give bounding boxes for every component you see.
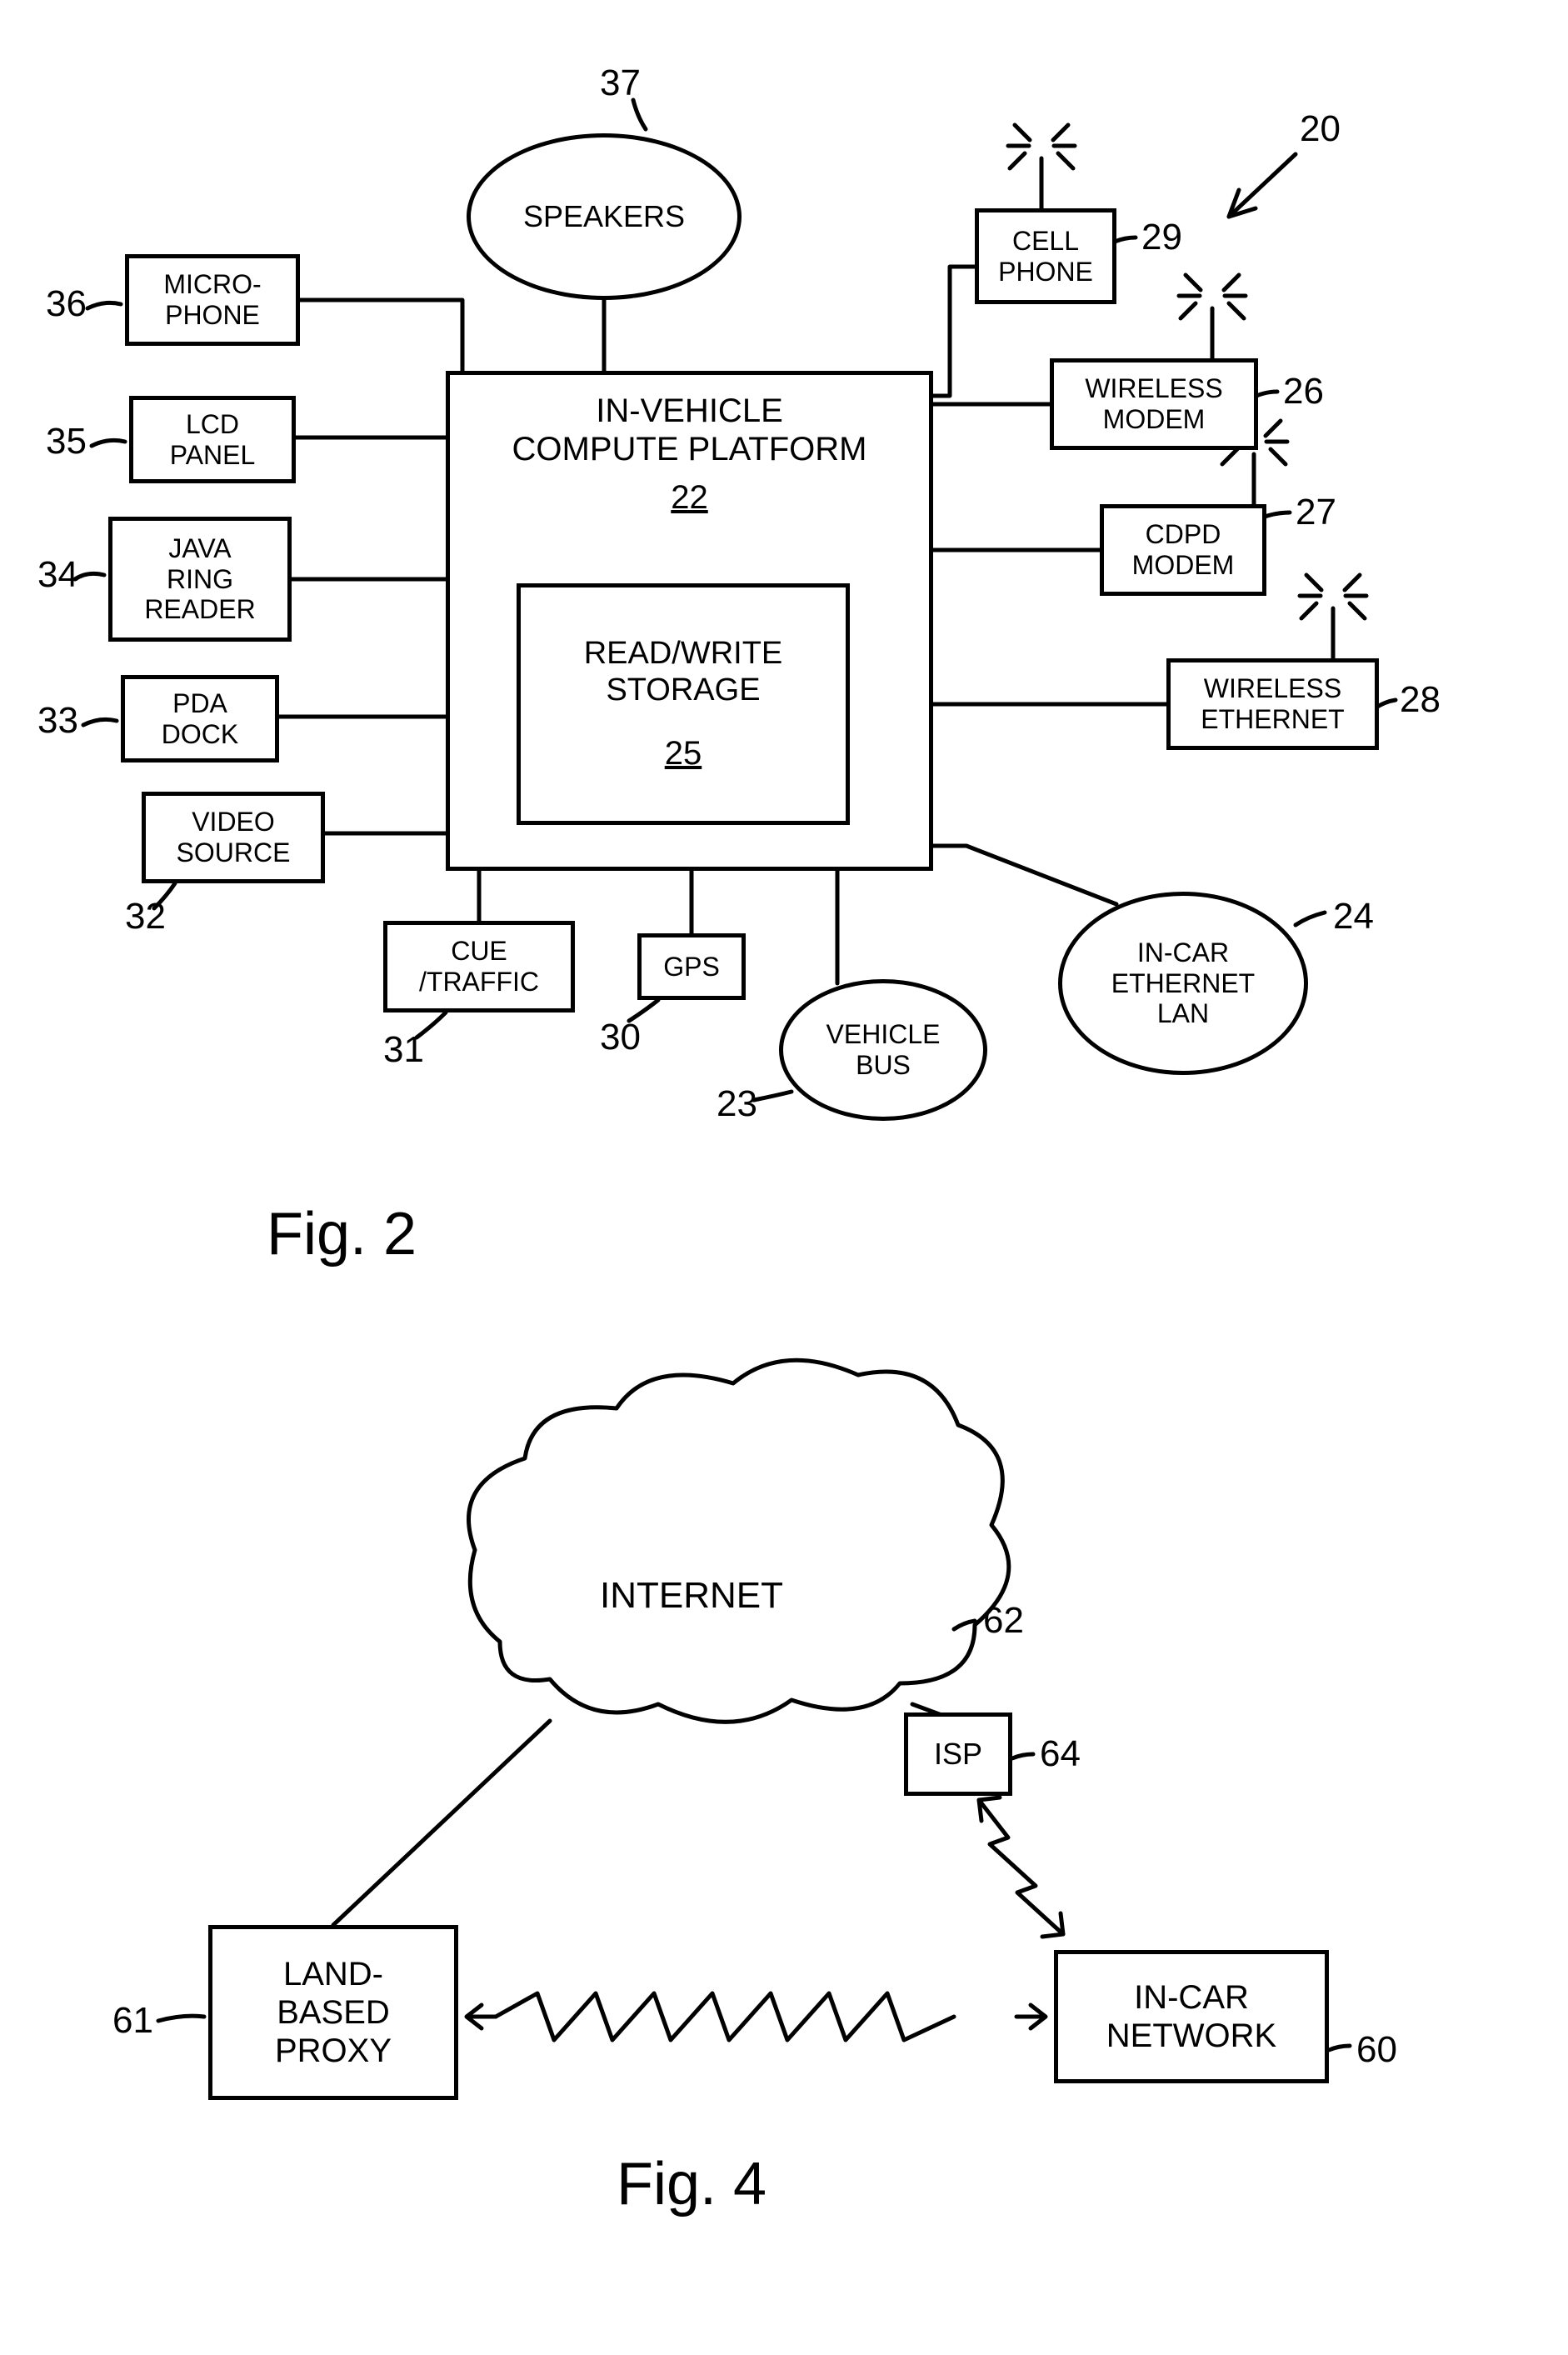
ref-24: 24 <box>1333 896 1374 938</box>
node-proxy: LAND- BASED PROXY <box>208 1925 458 2100</box>
label-proxy: LAND- BASED PROXY <box>275 1955 392 2070</box>
label-isp: ISP <box>934 1737 982 1771</box>
edge-isp-incar <box>979 1798 1063 1937</box>
diagram-page: SPEAKERS CELL PHONE MICRO- PHONE WIRELES… <box>0 0 1568 2355</box>
leader-60 <box>1329 2046 1350 2050</box>
ref-20: 20 <box>1300 108 1341 150</box>
ref-29: 29 <box>1141 217 1182 258</box>
leader-37 <box>633 100 646 129</box>
node-video: VIDEO SOURCE <box>142 792 325 883</box>
label-cdpd: CDPD MODEM <box>1132 519 1235 581</box>
ref-64: 64 <box>1040 1733 1081 1775</box>
label-lcd: LCD PANEL <box>170 409 256 471</box>
antenna-cellphone <box>1008 125 1075 208</box>
ref-32: 32 <box>125 896 166 938</box>
leader-29 <box>1115 238 1136 242</box>
edge-cellphone-platform <box>933 267 975 396</box>
node-incar: IN-CAR NETWORK <box>1054 1950 1329 2083</box>
leader-23 <box>754 1092 791 1100</box>
leader-64 <box>1012 1754 1033 1758</box>
node-cue: CUE /TRAFFIC <box>383 921 575 1012</box>
leader-24 <box>1296 912 1325 925</box>
node-microphone: MICRO- PHONE <box>125 254 300 346</box>
ref-30: 30 <box>600 1017 641 1058</box>
ref-33: 33 <box>37 700 78 742</box>
node-wleth: WIRELESS ETHERNET <box>1166 658 1379 750</box>
label-storage: READ/WRITE STORAGE <box>584 636 783 708</box>
leader-36 <box>87 302 121 308</box>
cloud-internet <box>469 1360 1009 1722</box>
label-vbus: VEHICLE BUS <box>826 1019 941 1081</box>
ref-37: 37 <box>600 62 641 104</box>
ref-31: 31 <box>383 1029 424 1071</box>
leader-61 <box>158 2016 204 2021</box>
caption-fig2: Fig. 2 <box>267 1200 417 1268</box>
leader-35 <box>92 440 125 446</box>
edge-proxy-incar <box>467 1993 1046 2040</box>
node-isp: ISP <box>904 1712 1012 1796</box>
leader-34 <box>75 573 104 579</box>
label-lan: IN-CAR ETHERNET LAN <box>1111 938 1255 1029</box>
ref-34: 34 <box>37 554 78 596</box>
label-wlmodem: WIRELESS MODEM <box>1085 373 1222 435</box>
ref-36: 36 <box>46 283 87 325</box>
ref-35: 35 <box>46 421 87 462</box>
label-cellphone: CELL PHONE <box>998 226 1093 288</box>
label-incar: IN-CAR NETWORK <box>1106 1978 1276 2055</box>
label-video: VIDEO SOURCE <box>177 807 291 868</box>
edge-microphone-platform <box>300 300 462 371</box>
node-lcd: LCD PANEL <box>129 396 296 483</box>
label-cue: CUE /TRAFFIC <box>419 936 539 998</box>
label-gps: GPS <box>663 952 720 982</box>
edge-lan-platform <box>933 846 1116 904</box>
node-cdpd: CDPD MODEM <box>1100 504 1266 596</box>
leader-27 <box>1265 512 1290 517</box>
ref-61: 61 <box>112 2000 153 2042</box>
ref-23: 23 <box>717 1083 757 1125</box>
ref-26: 26 <box>1283 371 1324 412</box>
node-java: JAVA RING READER <box>108 517 292 642</box>
node-wlmodem: WIRELESS MODEM <box>1050 358 1258 450</box>
label-java: JAVA RING READER <box>144 533 255 625</box>
label-speakers: SPEAKERS <box>523 199 685 233</box>
ref-28: 28 <box>1400 679 1441 721</box>
node-vbus: VEHICLE BUS <box>779 979 987 1121</box>
ref-arrow-20 <box>1229 154 1296 217</box>
label-microphone: MICRO- PHONE <box>163 269 261 331</box>
ref-arrow-20-head <box>1229 190 1256 217</box>
ref-27: 27 <box>1296 492 1336 533</box>
ref-platform: 22 <box>671 478 708 517</box>
antenna-wleth <box>1300 575 1366 658</box>
label-internet: INTERNET <box>600 1575 783 1617</box>
label-pda: PDA DOCK <box>162 688 238 750</box>
caption-fig4: Fig. 4 <box>617 2150 767 2218</box>
edge-internet-proxy <box>333 1721 550 1925</box>
node-pda: PDA DOCK <box>121 675 279 762</box>
ref-60: 60 <box>1356 2029 1397 2071</box>
node-gps: GPS <box>637 933 746 1000</box>
antenna-wlmodem <box>1179 275 1246 358</box>
node-speakers: SPEAKERS <box>467 133 742 300</box>
ref-62: 62 <box>983 1600 1024 1642</box>
node-lan: IN-CAR ETHERNET LAN <box>1058 892 1308 1075</box>
label-wleth: WIRELESS ETHERNET <box>1201 673 1344 735</box>
label-platform: IN-VEHICLE COMPUTE PLATFORM <box>512 392 867 468</box>
leader-33 <box>83 719 117 725</box>
node-cellphone: CELL PHONE <box>975 208 1116 304</box>
leader-26 <box>1256 392 1277 396</box>
node-storage: READ/WRITE STORAGE 25 <box>517 583 850 825</box>
leader-62 <box>954 1621 975 1629</box>
ref-storage: 25 <box>665 734 702 772</box>
